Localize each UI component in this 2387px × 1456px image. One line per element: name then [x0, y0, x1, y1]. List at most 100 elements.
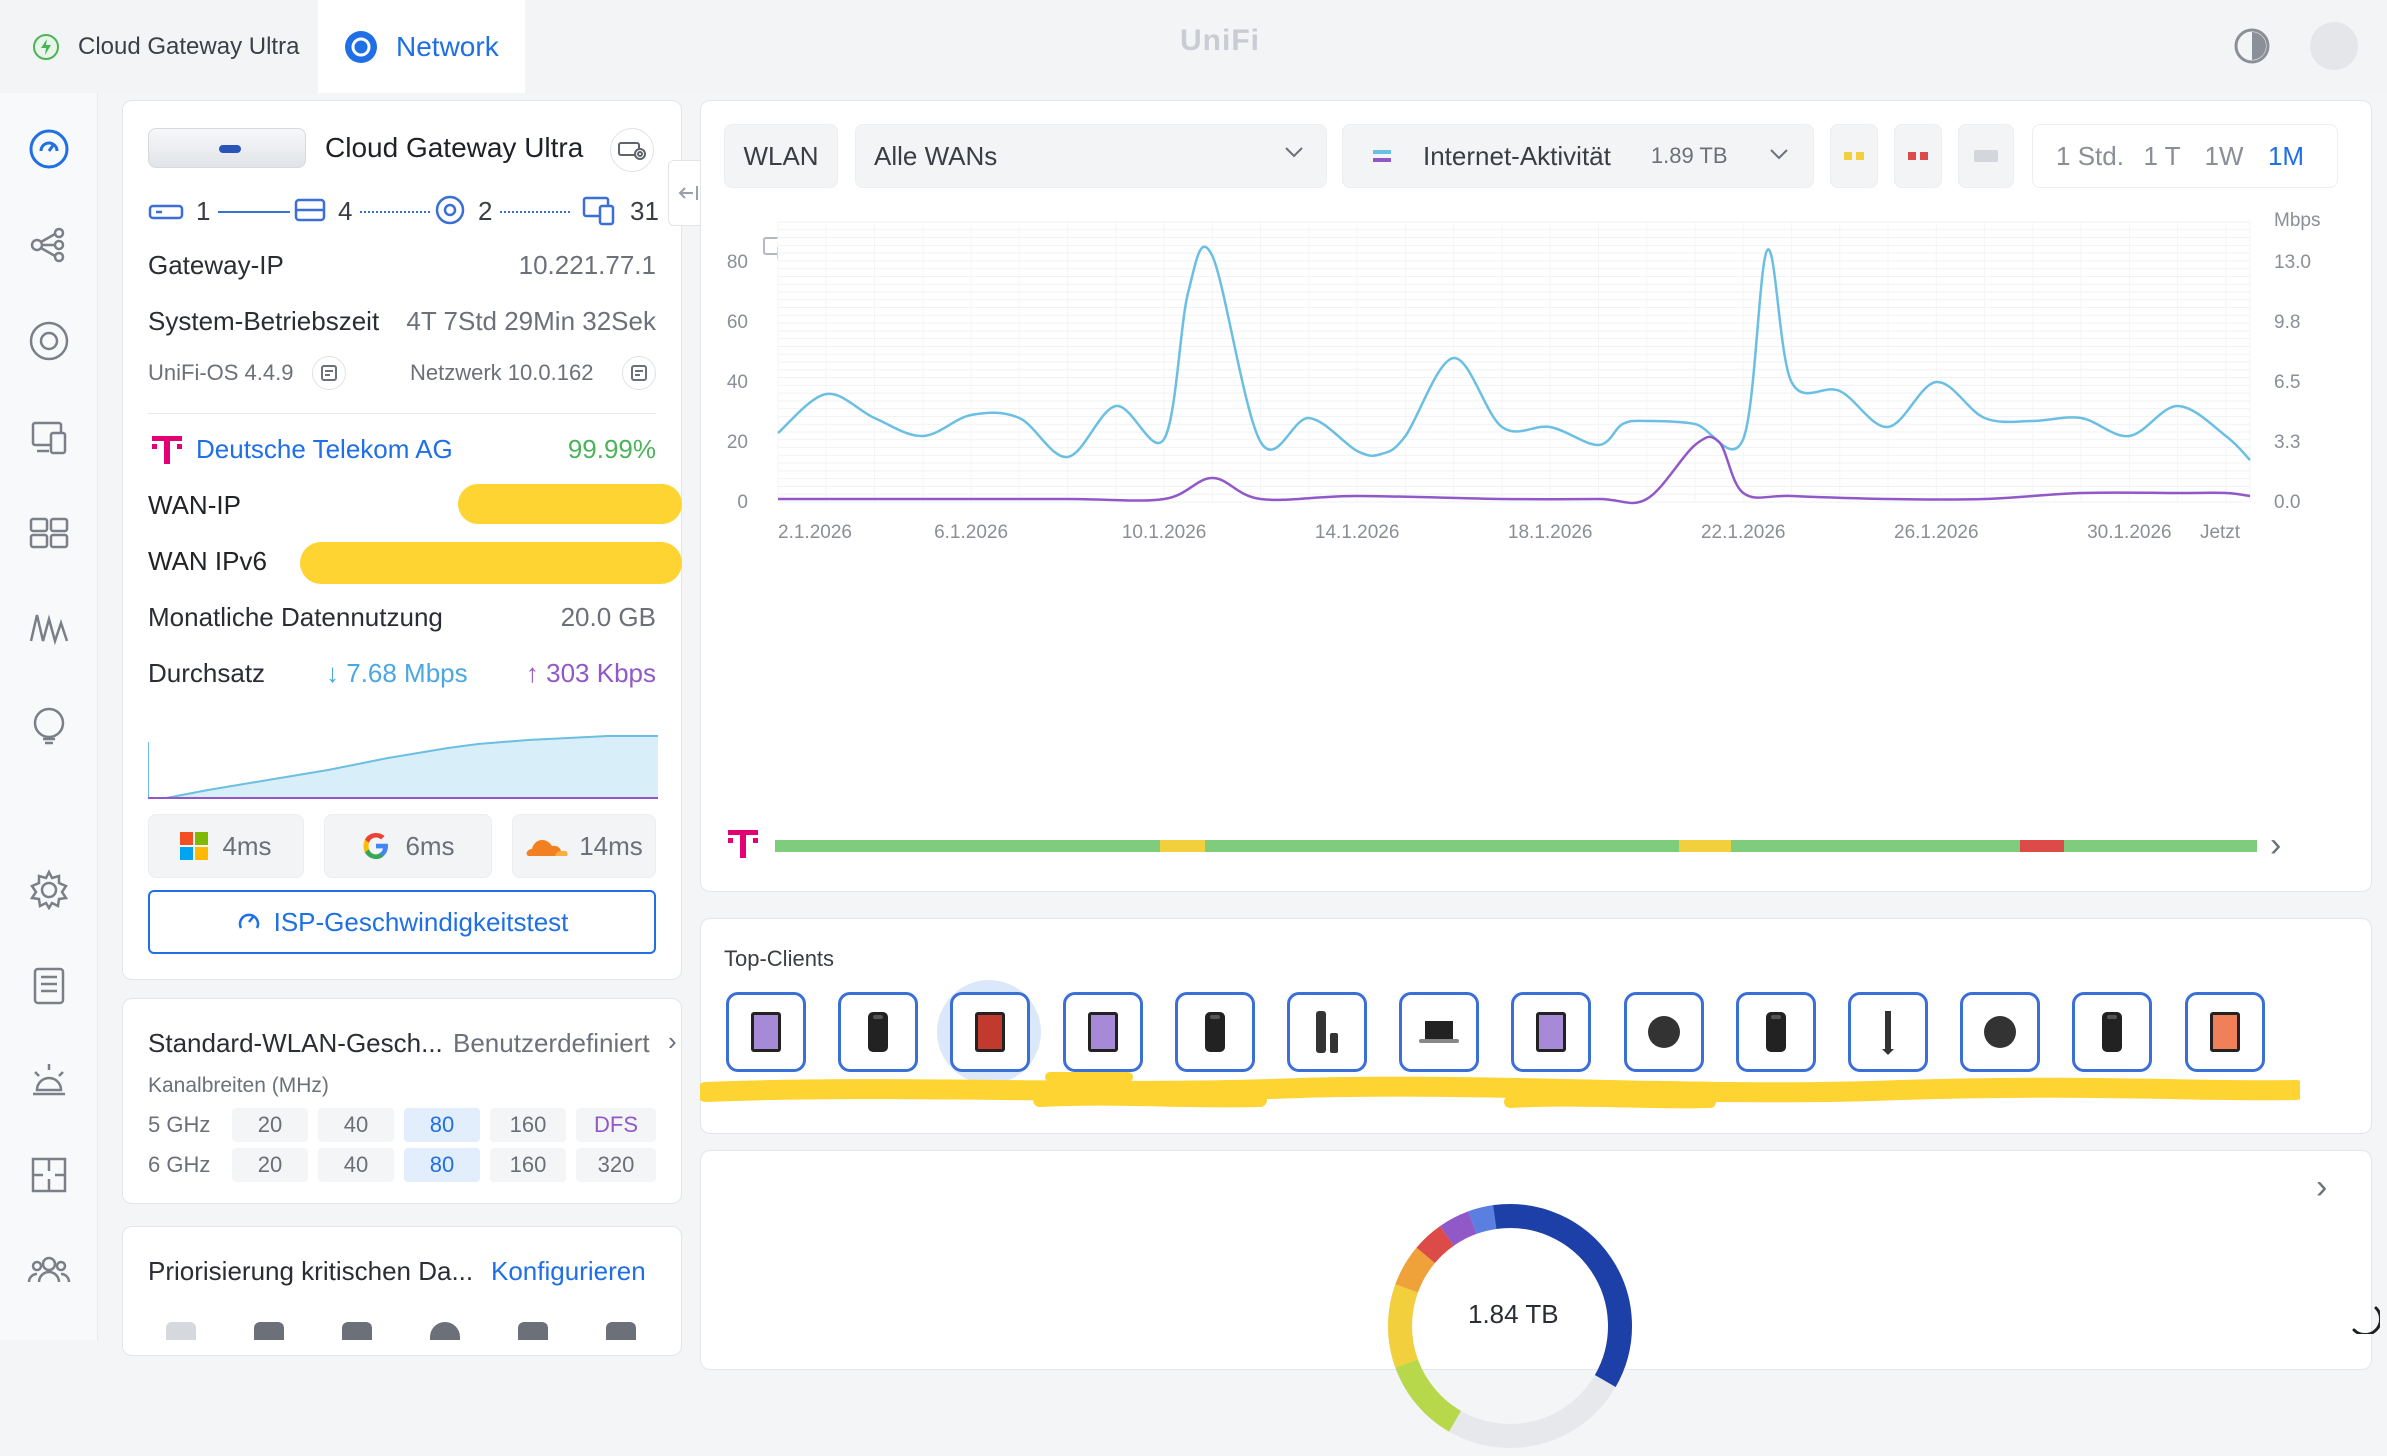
width-option[interactable]: 320 — [576, 1148, 656, 1182]
top-client-button[interactable] — [1399, 992, 1480, 1072]
version-row: UniFi-OS 4.4.9 Netzwerk 10.0.162 — [148, 356, 656, 396]
width-option-dfs[interactable]: DFS — [576, 1108, 656, 1142]
y-right-tick-label: 0.0 — [2274, 492, 2300, 513]
client-devices-icon[interactable] — [27, 415, 71, 459]
upload-rate: ↑ 303 Kbps — [525, 658, 656, 688]
width-option[interactable]: 40 — [318, 1148, 394, 1182]
speedtest-button[interactable]: ISP-Geschwindigkeitstest — [148, 890, 656, 954]
uptime-value: 4T 7Std 29Min 32Sek — [406, 306, 656, 336]
isp-uptime: 99.99% — [567, 434, 656, 464]
latency-value: 6ms — [405, 830, 455, 861]
legend-bar-icon — [1974, 150, 1998, 162]
release-notes-icon[interactable] — [312, 356, 346, 390]
throughput-label: Durchsatz — [148, 658, 266, 688]
topology-icon[interactable] — [27, 223, 71, 267]
throughput-row: Durchsatz ↓ 7.68 Mbps ↑ 303 Kbps — [148, 658, 656, 698]
top-client-button[interactable] — [1960, 992, 2041, 1072]
width-option[interactable]: 20 — [232, 1108, 308, 1142]
top-client-button[interactable] — [2184, 992, 2265, 1072]
insights-icon[interactable] — [27, 607, 71, 651]
app-icon — [254, 1322, 284, 1340]
wan-select[interactable]: Alle WANs — [855, 124, 1327, 188]
iphone-icon — [1203, 1010, 1227, 1054]
latency-google: 6ms — [324, 814, 492, 878]
logs-icon[interactable] — [27, 963, 71, 1007]
topology-ap-count: 2 — [478, 196, 493, 226]
x-tick-label: 14.1.2026 — [1315, 522, 1400, 543]
loading-spinner-icon — [2346, 1300, 2380, 1334]
donut-segment — [1468, 1205, 1497, 1235]
app-icon — [166, 1322, 196, 1340]
tab-network[interactable]: Network — [318, 0, 525, 93]
top-client-button[interactable] — [1174, 992, 1255, 1072]
settings-icon[interactable] — [27, 868, 71, 912]
activity-total: 1.89 TB — [1650, 143, 1728, 168]
avatar[interactable] — [2310, 22, 2358, 70]
top-client-button[interactable] — [1848, 992, 1928, 1072]
wan-icon — [148, 196, 184, 224]
tab-cloud-gateway[interactable]: Cloud Gateway Ultra — [0, 0, 318, 93]
top-client-button[interactable] — [1735, 992, 1816, 1072]
activity-select[interactable]: Internet-Aktivität 1.89 TB — [1342, 124, 1814, 188]
ipad-pro-icon — [973, 1010, 1007, 1054]
release-notes-icon[interactable] — [622, 356, 656, 390]
wlan-widths-mode[interactable]: Benutzerdefiniert — [453, 1028, 650, 1058]
theme-toggle-icon[interactable] — [2232, 26, 2272, 66]
topology-wan-count: 1 — [196, 196, 211, 226]
telekom-icon — [152, 434, 182, 466]
floorplan-icon[interactable] — [27, 1153, 71, 1197]
configure-link[interactable]: Konfigurieren — [491, 1256, 646, 1286]
width-option[interactable]: 160 — [490, 1148, 566, 1182]
range-1m[interactable]: 1M — [2267, 140, 2305, 171]
usage-donut-panel — [700, 1150, 2372, 1370]
activity-legend-icon — [1373, 148, 1391, 164]
width-option-selected[interactable]: 80 — [404, 1148, 480, 1182]
priority-app-icons — [166, 1322, 636, 1340]
announcements-icon[interactable] — [27, 1058, 71, 1102]
isp-row[interactable]: Deutsche Telekom AG 99.99% — [148, 432, 656, 472]
chevron-right-icon[interactable]: › — [2270, 826, 2282, 864]
ports-icon[interactable] — [27, 511, 71, 555]
series-line-0 — [777, 245, 2251, 461]
iphone-icon — [2100, 1010, 2124, 1054]
top-client-button[interactable] — [1623, 992, 1704, 1072]
yellow-series-toggle[interactable] — [1830, 124, 1878, 188]
gateway-settings-icon[interactable] — [610, 128, 654, 172]
network-icon — [344, 30, 378, 64]
latency-microsoft: 4ms — [148, 814, 304, 878]
smart-speaker-icon — [1312, 1009, 1342, 1055]
donut-total: 1.84 TB — [1468, 1299, 1559, 1329]
range-1d[interactable]: 1 T — [2143, 140, 2181, 171]
top-client-button[interactable] — [1511, 992, 1592, 1072]
legend-dots-icon — [1844, 152, 1864, 160]
alerts-icon[interactable] — [27, 703, 71, 747]
chevron-right-icon[interactable]: › — [668, 1026, 677, 1056]
unifi-devices-icon[interactable] — [27, 319, 71, 363]
top-client-button[interactable] — [1287, 992, 1367, 1072]
app-icon — [518, 1322, 548, 1340]
speedtest-icon — [236, 909, 262, 935]
top-client-button[interactable] — [726, 992, 806, 1072]
range-1w[interactable]: 1W — [2204, 140, 2244, 171]
range-1h[interactable]: 1 Std. — [2056, 140, 2124, 171]
gray-series-toggle[interactable] — [1958, 124, 2014, 188]
width-option-selected[interactable]: 80 — [404, 1108, 480, 1142]
top-client-button[interactable] — [950, 992, 1031, 1072]
wlan-widths-title: Standard-WLAN-Gesch... — [148, 1028, 443, 1058]
width-option[interactable]: 160 — [490, 1108, 566, 1142]
ipad-icon — [749, 1010, 783, 1054]
chevron-right-icon[interactable]: › — [2316, 1168, 2328, 1206]
dashboard-icon[interactable] — [27, 127, 71, 171]
width-option[interactable]: 20 — [232, 1148, 308, 1182]
red-series-toggle[interactable] — [1894, 124, 1942, 188]
wan-status-bar — [775, 840, 2257, 852]
wlan-filter-button[interactable]: WLAN — [724, 124, 838, 188]
download-rate: ↓ 7.68 Mbps — [326, 658, 468, 688]
top-client-button[interactable] — [1062, 992, 1143, 1072]
top-client-button[interactable] — [2072, 992, 2153, 1072]
width-option[interactable]: 40 — [318, 1108, 394, 1142]
top-client-button[interactable] — [838, 992, 919, 1072]
topology-row: 1 4 2 31 — [148, 192, 659, 232]
topology-link — [500, 211, 570, 213]
admins-icon[interactable] — [27, 1248, 71, 1292]
